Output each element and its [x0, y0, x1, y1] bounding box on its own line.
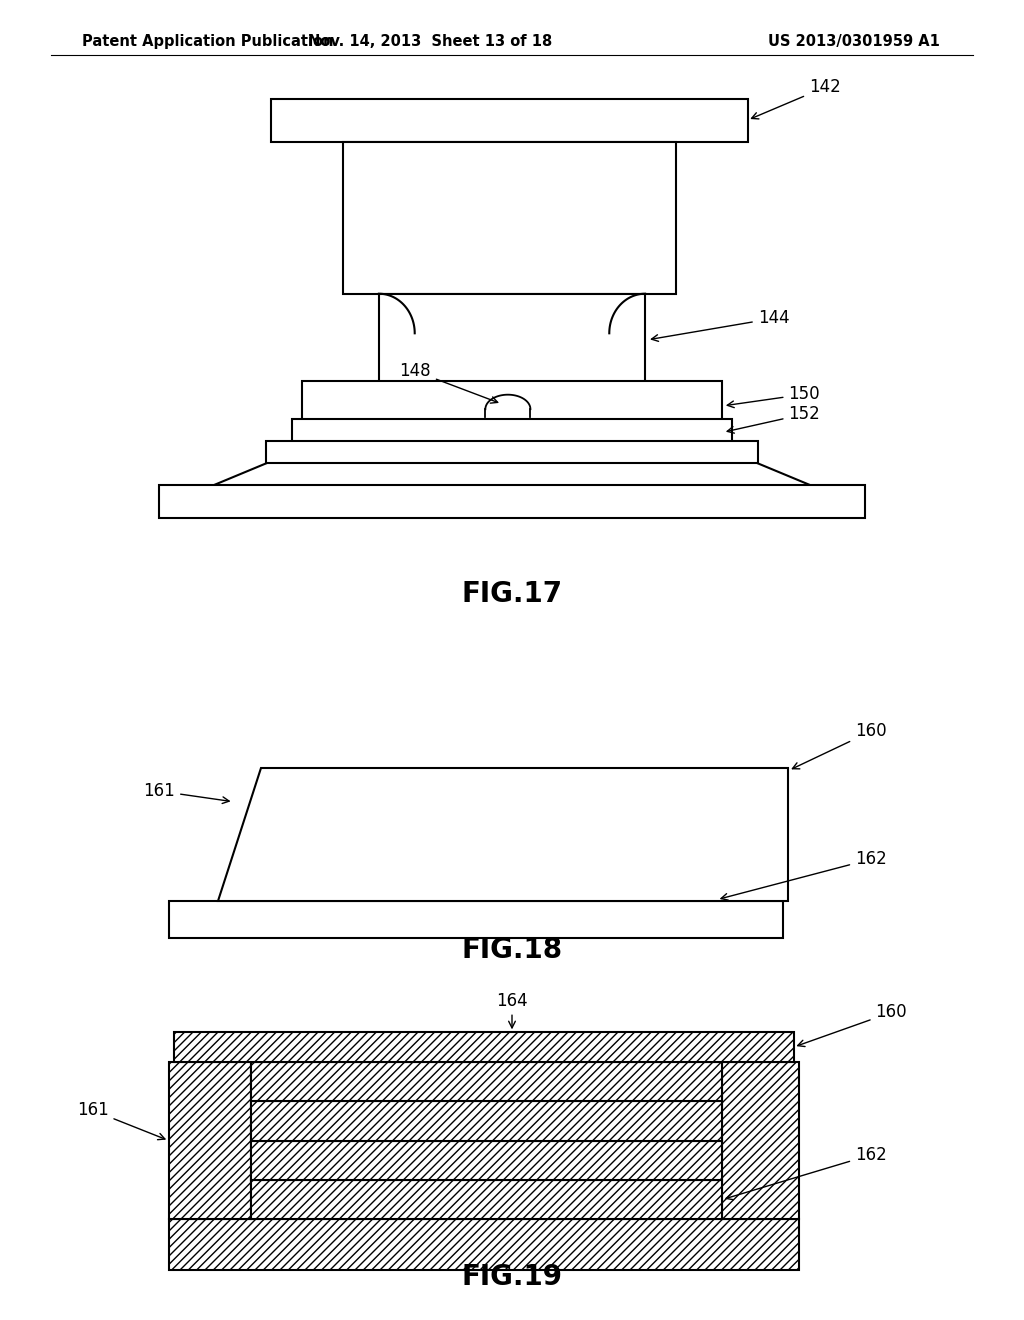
Text: 162: 162	[726, 1146, 887, 1200]
Bar	[251, 1061, 722, 1101]
Text: 150: 150	[727, 385, 820, 408]
Text: FIG.17: FIG.17	[462, 579, 562, 609]
Polygon shape	[218, 768, 788, 902]
Text: FIG.18: FIG.18	[462, 936, 562, 964]
Bar	[379, 293, 645, 405]
Bar	[266, 441, 758, 463]
Bar	[169, 1061, 251, 1220]
Bar	[174, 1032, 794, 1061]
Bar	[169, 902, 783, 939]
Text: 152: 152	[727, 405, 820, 433]
Text: 164: 164	[497, 991, 527, 1028]
Text: Patent Application Publication: Patent Application Publication	[82, 34, 334, 49]
Bar	[251, 1140, 722, 1180]
Text: 144: 144	[651, 309, 790, 342]
Text: 160: 160	[793, 722, 887, 768]
Bar	[159, 484, 865, 517]
Text: 148: 148	[399, 362, 498, 403]
Text: 160: 160	[798, 1003, 907, 1047]
Bar	[722, 1061, 799, 1220]
Text: 142: 142	[752, 78, 841, 119]
Bar	[302, 381, 722, 422]
Bar	[169, 1220, 799, 1270]
Bar	[292, 420, 732, 442]
Bar	[343, 141, 676, 293]
Text: 161: 161	[77, 1101, 165, 1139]
Text: 161: 161	[143, 781, 229, 804]
Text: 162: 162	[721, 850, 887, 900]
Bar	[271, 99, 748, 143]
Bar	[251, 1101, 722, 1140]
Text: FIG.19: FIG.19	[462, 1263, 562, 1291]
Text: Nov. 14, 2013  Sheet 13 of 18: Nov. 14, 2013 Sheet 13 of 18	[308, 34, 552, 49]
Text: US 2013/0301959 A1: US 2013/0301959 A1	[768, 34, 940, 49]
Bar	[251, 1180, 722, 1220]
